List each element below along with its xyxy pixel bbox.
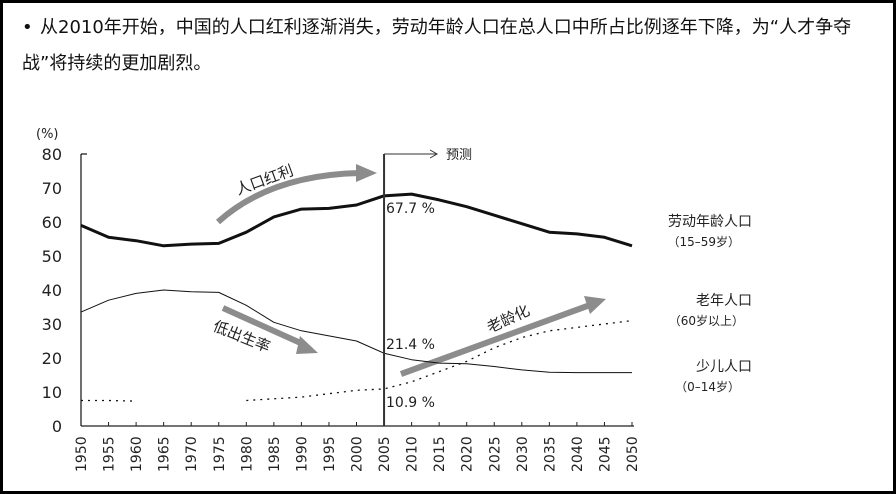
y-tick-label: 80 — [42, 145, 62, 164]
series-line-0 — [80, 192, 633, 248]
x-tick-label: 1970 — [184, 436, 200, 472]
elderly-2005-label: 10.9 % — [386, 395, 435, 411]
x-tick-label: 1960 — [129, 436, 145, 472]
legend-elderly: 老年人口 — [696, 293, 752, 309]
series-lines — [80, 192, 633, 402]
legend-child: 少儿人口 — [696, 359, 752, 375]
low-birth-arrow-head — [296, 336, 318, 354]
forecast-arrow-head — [429, 149, 439, 159]
aging-arrow-head — [584, 296, 606, 314]
x-tick-label: 1955 — [102, 436, 118, 472]
forecast-label: 预测 — [446, 148, 472, 163]
x-tick-label: 1990 — [294, 436, 310, 472]
x-tick-label: 2010 — [405, 436, 421, 472]
working-2005-label: 67.7 % — [386, 201, 435, 217]
series-line-1 — [80, 289, 632, 374]
legend-elderly-sub: （60岁以上） — [669, 313, 744, 328]
y-tick-label: 10 — [42, 383, 62, 402]
dividend-arrow-head — [356, 164, 377, 182]
x-tick-label: 2050 — [625, 436, 641, 472]
y-tick-label: 20 — [42, 349, 62, 368]
x-tick-label: 1965 — [157, 436, 173, 472]
y-tick-label: 60 — [42, 213, 62, 232]
dividend-arrow — [215, 170, 361, 225]
x-tick-label: 2015 — [432, 436, 448, 472]
forecast-marker: 预测 — [383, 148, 472, 426]
x-tick-label: 1995 — [322, 436, 338, 472]
x-tick-label: 1975 — [212, 436, 228, 472]
x-tick-label: 2040 — [570, 436, 586, 472]
headline: • 从2010年开始，中国的人口红利逐渐消失，劳动年龄人口在总人口中所占比例逐年下… — [22, 10, 882, 82]
x-tick-label: 2000 — [350, 436, 366, 472]
series-line-2 — [81, 399, 137, 402]
x-tick-label: 1985 — [267, 436, 283, 472]
y-tick-label: 30 — [42, 315, 62, 334]
low-birth-arrow — [221, 305, 307, 348]
x-tick-label: 2020 — [460, 436, 476, 472]
x-tick-label: 2035 — [542, 436, 558, 472]
series-line-2 — [246, 319, 633, 402]
y-tick-label: 50 — [42, 247, 62, 266]
x-tick-label: 2025 — [487, 436, 503, 472]
x-tick-label: 2005 — [377, 436, 393, 472]
legend-working: 劳动年龄人口 — [668, 214, 752, 230]
legend-working-sub: （15–59岁） — [667, 234, 740, 249]
x-tick-label: 1980 — [239, 436, 255, 472]
y-axis-label: (%) — [36, 127, 59, 142]
y-tick-label: 40 — [42, 281, 62, 300]
x-tick-label: 2045 — [597, 436, 613, 472]
y-tick-label: 0 — [52, 417, 62, 436]
low-birth-annotation: 低出生率 — [211, 317, 273, 356]
x-tick-label: 2030 — [515, 436, 531, 472]
bullet: • — [22, 17, 33, 38]
x-tick-label: 1950 — [74, 436, 90, 472]
headline-text: 从2010年开始，中国的人口红利逐渐消失，劳动年龄人口在总人口中所占比例逐年下降… — [22, 17, 852, 74]
child-2005-label: 21.4 % — [386, 337, 435, 353]
legend-child-sub: （0–14岁） — [675, 379, 740, 394]
y-tick-label: 70 — [42, 179, 62, 198]
